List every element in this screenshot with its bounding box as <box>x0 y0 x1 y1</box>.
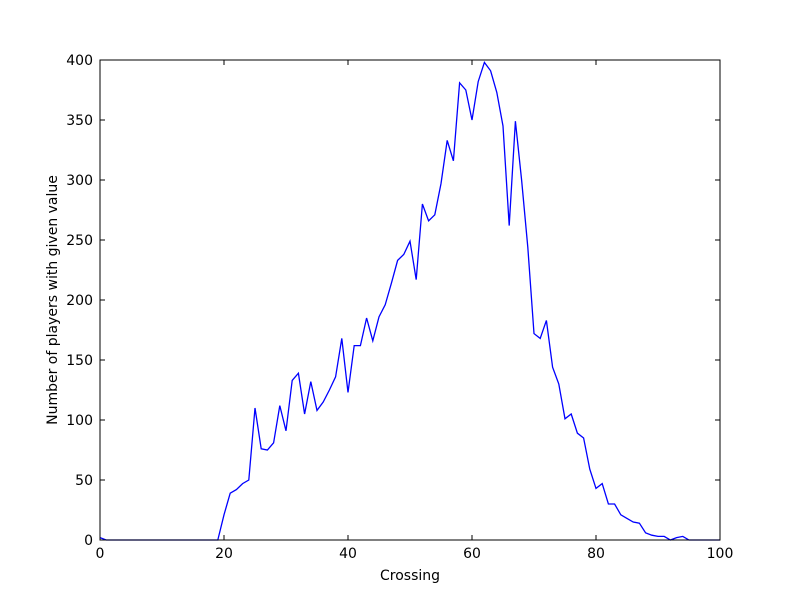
y-tick-label: 300 <box>66 173 93 189</box>
y-tick-label: 200 <box>66 293 93 309</box>
y-tick-label: 100 <box>66 413 93 429</box>
y-tick-label: 400 <box>66 53 93 69</box>
y-tick-label: 350 <box>66 113 93 129</box>
y-axis-label: Number of players with given value <box>45 175 61 425</box>
plot-area <box>100 60 720 540</box>
y-tick-label: 150 <box>66 353 93 369</box>
x-tick-label: 60 <box>463 546 481 562</box>
y-tick-label: 250 <box>66 233 93 249</box>
x-axis-label: Crossing <box>380 568 440 584</box>
x-tick-label: 20 <box>215 546 233 562</box>
x-tick-label: 40 <box>339 546 357 562</box>
plot-frame <box>99 59 721 541</box>
y-tick-label: 0 <box>84 533 93 549</box>
y-tick-label: 50 <box>75 473 93 489</box>
x-tick-label: 0 <box>96 546 105 562</box>
x-tick-label: 100 <box>707 546 734 562</box>
x-tick-label: 80 <box>587 546 605 562</box>
